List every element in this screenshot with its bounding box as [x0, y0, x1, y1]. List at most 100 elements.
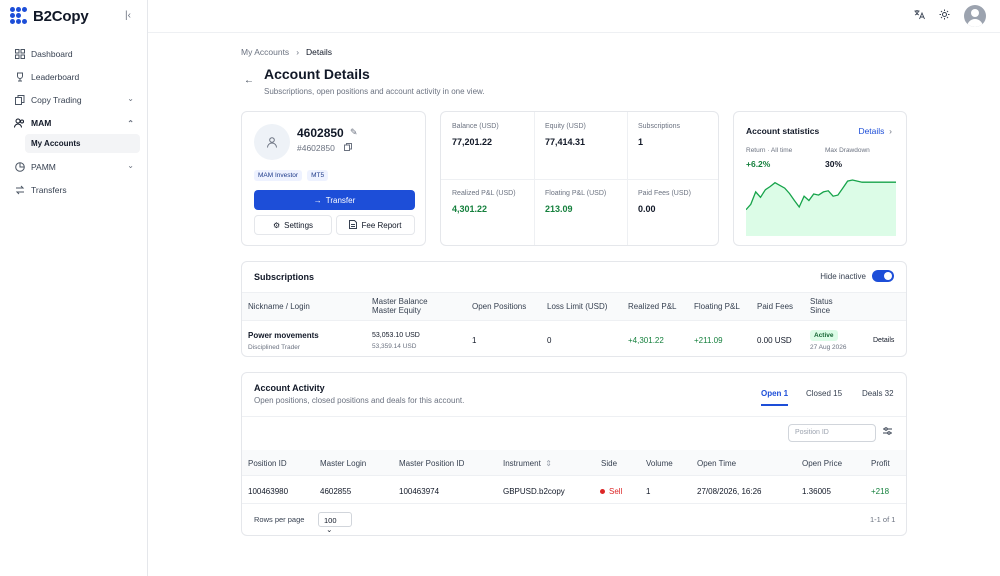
tab-open[interactable]: Open 1 [761, 389, 789, 406]
return-value: +6.2% [746, 159, 771, 169]
activity-title: Account Activity [254, 383, 325, 393]
subscriptions-stat: Subscriptions 1 [627, 112, 720, 179]
chevron-down-icon: ⌄ [127, 94, 134, 103]
sidebar-item-mam[interactable]: MAM ⌃ [8, 111, 142, 134]
return-sparkline [746, 179, 896, 236]
stat-value: 77,414.31 [545, 137, 586, 147]
stats-details-link[interactable]: Details › [858, 126, 892, 136]
page-title: Account Details [264, 66, 370, 82]
position-id-search-input[interactable]: Position ID [788, 424, 876, 442]
sidebar-item-copy-trading[interactable]: Copy Trading ⌄ [8, 88, 142, 111]
sub-nickname: Power movements [248, 331, 319, 340]
account-card: 4602850 ✎ #4602850 MAM Investor MT5 → Tr… [241, 111, 426, 246]
pie-chart-icon [14, 161, 25, 172]
paid-fees-stat: Paid Fees (USD) 0.00 [627, 179, 720, 246]
transfer-button[interactable]: → Transfer [254, 190, 415, 210]
gear-icon: ⚙ [272, 220, 281, 230]
sidebar-item-dashboard[interactable]: Dashboard [8, 42, 142, 65]
hide-inactive-label: Hide inactive [820, 272, 866, 281]
chevron-down-icon: ⌄ [127, 161, 134, 170]
breadcrumb-my-accounts[interactable]: My Accounts [241, 47, 290, 57]
sparkline-area [746, 180, 896, 236]
sidebar-item-label: PAMM [31, 161, 56, 172]
chevron-right-icon: › [886, 126, 892, 136]
sidebar-item-pamm[interactable]: PAMM ⌄ [8, 155, 142, 178]
stat-value: 1 [638, 137, 644, 147]
account-tags: MAM Investor MT5 [254, 170, 329, 181]
stat-label: Floating P&L (USD) [545, 190, 607, 197]
tab-closed[interactable]: Closed 15 [806, 389, 843, 398]
sub-open-positions: 1 [472, 336, 477, 345]
back-arrow-icon[interactable]: ← [244, 75, 254, 86]
col-open-time: Open Time [697, 459, 737, 468]
chevron-up-icon: ⌃ [127, 119, 134, 128]
header-divider [148, 32, 1000, 33]
sidebar-item-transfers[interactable]: Transfers [8, 178, 142, 201]
col-loss-limit: Loss Limit (USD) [547, 302, 608, 311]
arrow-right-icon: → [313, 195, 322, 205]
pos-open-price: 1.36005 [802, 487, 831, 496]
sidebar-item-label: Leaderboard [31, 71, 80, 82]
sidebar-item-label: Transfers [31, 184, 67, 195]
return-label: Return · All time [746, 147, 793, 154]
col-status: Status [810, 297, 833, 306]
settings-button[interactable]: ⚙ Settings [254, 215, 332, 235]
collapse-sidebar-icon[interactable]: |‹ [125, 10, 131, 21]
pos-master-position-id: 100463974 [399, 487, 440, 496]
col-side: Side [601, 459, 618, 468]
tab-deals[interactable]: Deals 32 [862, 389, 894, 398]
theme-sun-icon[interactable] [939, 9, 950, 23]
app-name: B2Copy [33, 7, 89, 25]
account-user-icon [254, 124, 290, 160]
stat-value: 77,201.22 [452, 137, 493, 147]
sub-paid-fees: 0.00 USD [757, 336, 792, 345]
tag-platform: MT5 [307, 170, 329, 181]
stat-label: Realized P&L (USD) [452, 190, 516, 197]
breadcrumb-current: Details [306, 47, 333, 57]
copy-icon [14, 94, 25, 105]
sidebar-item-leaderboard[interactable]: Leaderboard [8, 65, 142, 88]
pos-instrument: GBPUSD.b2copy [503, 487, 565, 496]
rows-per-page-value: 100 [324, 516, 337, 525]
chevron-right-icon: › [296, 47, 300, 57]
sub-login: Disciplined Trader [248, 344, 301, 351]
stat-value: 4,301.22 [452, 204, 488, 214]
sidebar-item-label: Dashboard [31, 48, 73, 59]
col-floating: Floating P&L [694, 302, 740, 311]
drawdown-value: 30% [825, 159, 843, 169]
sell-dot-icon [600, 489, 605, 495]
filter-sliders-icon[interactable] [883, 427, 892, 437]
fee-report-button[interactable]: Fee Report [336, 215, 415, 235]
col-realized: Realized P&L [628, 302, 677, 311]
sub-details-link[interactable]: Details [873, 337, 895, 344]
equity-stat: Equity (USD) 77,414.31 [534, 112, 627, 179]
drawdown-label: Max Drawdown [825, 147, 870, 154]
translate-icon[interactable] [914, 9, 925, 23]
status-badge: Active [810, 330, 838, 341]
balances-card: Balance (USD) 77,201.22 Equity (USD) 77,… [440, 111, 719, 246]
col-profit: Profit [871, 459, 890, 468]
rows-per-page-select[interactable]: 100 ⌄ [318, 512, 352, 534]
activity-subtitle: Open positions, closed positions and dea… [254, 396, 465, 405]
divider [441, 179, 718, 180]
col-open-positions: Open Positions [472, 302, 527, 311]
user-avatar[interactable] [964, 5, 986, 27]
subscriptions-card: Subscriptions Hide inactive Nickname / L… [241, 261, 907, 357]
sub-loss-limit: 0 [547, 336, 552, 345]
stat-label: Balance (USD) [452, 123, 499, 130]
edit-pencil-icon[interactable]: ✎ [350, 127, 358, 137]
document-icon [349, 219, 358, 231]
users-icon [14, 117, 25, 128]
account-login: #4602850 [297, 143, 335, 153]
divider [627, 112, 628, 245]
logo[interactable]: B2Copy [10, 7, 89, 25]
tag-mam-investor: MAM Investor [254, 170, 303, 181]
hide-inactive-toggle[interactable] [872, 270, 894, 282]
copy-icon[interactable] [344, 143, 352, 153]
sidebar-item-my-accounts[interactable]: My Accounts [25, 134, 140, 153]
fee-report-button-label: Fee Report [361, 220, 402, 230]
col-master-equity: Master Equity [372, 306, 421, 315]
pos-profit: +218 [871, 487, 890, 496]
col-instrument[interactable]: Instrument ⇕ [503, 459, 552, 468]
rows-per-page-label: Rows per page [254, 515, 305, 524]
